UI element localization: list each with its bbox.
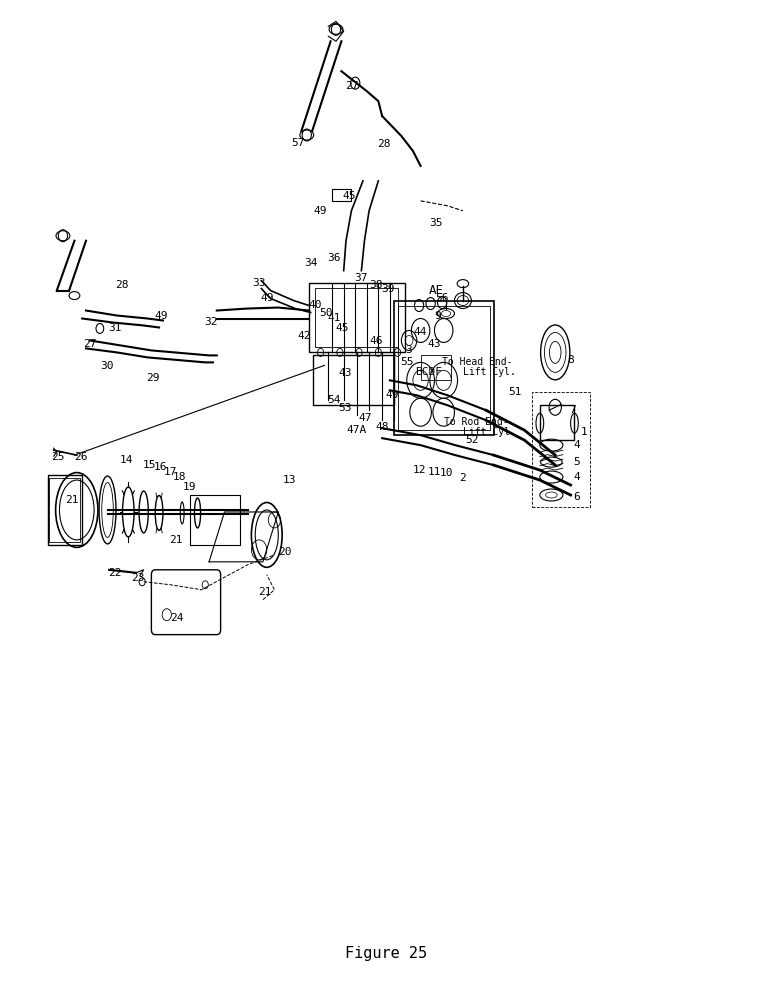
Text: 7: 7 [570, 405, 576, 415]
Text: 39: 39 [381, 284, 394, 294]
Text: 48: 48 [375, 422, 389, 432]
Text: 31: 31 [109, 323, 122, 333]
Text: 41: 41 [327, 313, 341, 323]
Text: 29: 29 [146, 373, 160, 383]
Text: 21: 21 [66, 495, 79, 505]
Text: 46: 46 [369, 336, 383, 346]
Text: Lift Cyl.: Lift Cyl. [463, 427, 516, 437]
Text: 56: 56 [435, 293, 449, 303]
Text: 11: 11 [428, 467, 442, 477]
Text: To Head End-: To Head End- [442, 357, 512, 367]
Bar [309, 283, 405, 352]
Text: 38: 38 [369, 280, 383, 290]
Bar [49, 478, 80, 542]
Text: 34: 34 [305, 258, 318, 268]
Bar [332, 189, 351, 201]
Text: 28: 28 [115, 280, 129, 290]
Text: 21: 21 [169, 535, 183, 545]
Text: 21: 21 [259, 587, 272, 597]
Text: 27: 27 [344, 81, 358, 91]
Text: 27: 27 [83, 339, 96, 349]
Bar [532, 392, 590, 507]
Text: 12: 12 [412, 465, 426, 475]
Text: 40: 40 [309, 300, 322, 310]
Text: 15: 15 [143, 460, 157, 470]
Text: To Rod End-: To Rod End- [445, 417, 509, 427]
Bar [398, 306, 490, 430]
Bar [421, 355, 452, 380]
Text: 20: 20 [278, 547, 291, 557]
Text: 37: 37 [354, 273, 368, 283]
Text: 55: 55 [400, 357, 414, 367]
Bar [394, 301, 493, 435]
Text: 13: 13 [283, 475, 296, 485]
Text: 42: 42 [297, 331, 310, 341]
Text: 14: 14 [119, 455, 133, 465]
Text: 43: 43 [338, 368, 352, 378]
Text: 44: 44 [414, 327, 428, 337]
Text: 26: 26 [74, 452, 87, 462]
Text: BCDF: BCDF [415, 367, 442, 377]
Text: 49: 49 [314, 206, 327, 216]
Bar [48, 475, 82, 545]
Text: 16: 16 [154, 462, 168, 472]
Text: 22: 22 [108, 568, 121, 578]
Text: 32: 32 [205, 317, 218, 327]
Text: 51: 51 [509, 387, 522, 397]
Text: 24: 24 [170, 613, 184, 623]
Text: 47: 47 [358, 413, 372, 423]
Text: 50: 50 [320, 308, 333, 318]
Text: 49: 49 [260, 293, 273, 303]
Text: 4: 4 [574, 440, 580, 450]
Text: 23: 23 [131, 573, 145, 583]
Text: 47A: 47A [347, 425, 367, 435]
Text: 1: 1 [581, 427, 587, 437]
Text: 54: 54 [327, 395, 341, 405]
Text: Lift Cyl.: Lift Cyl. [463, 367, 516, 377]
Text: AE: AE [428, 284, 443, 297]
Text: 36: 36 [327, 253, 340, 263]
Text: 53: 53 [338, 403, 352, 413]
Text: 10: 10 [439, 468, 452, 478]
Text: 25: 25 [51, 452, 64, 462]
Text: Figure 25: Figure 25 [345, 946, 427, 961]
Text: 52: 52 [466, 435, 479, 445]
Text: 49: 49 [385, 390, 399, 400]
Text: 17: 17 [164, 467, 178, 477]
Text: 33: 33 [252, 278, 266, 288]
Text: 30: 30 [100, 361, 113, 371]
Text: 2: 2 [459, 473, 466, 483]
Text: 6: 6 [574, 492, 580, 502]
Text: 57: 57 [291, 138, 304, 148]
Text: 45: 45 [335, 323, 349, 333]
Bar [313, 355, 394, 405]
Text: 5: 5 [574, 457, 580, 467]
Text: 49: 49 [154, 311, 168, 321]
Text: 35: 35 [429, 218, 443, 228]
Text: 45: 45 [342, 191, 356, 201]
Text: 8: 8 [567, 355, 574, 365]
Text: 43: 43 [428, 339, 442, 349]
Text: 3: 3 [406, 345, 412, 355]
Text: 28: 28 [377, 139, 391, 149]
Text: 4: 4 [574, 472, 580, 482]
Text: 9: 9 [434, 311, 441, 321]
Text: 18: 18 [173, 472, 187, 482]
Bar [315, 288, 398, 347]
Text: 19: 19 [183, 482, 197, 492]
